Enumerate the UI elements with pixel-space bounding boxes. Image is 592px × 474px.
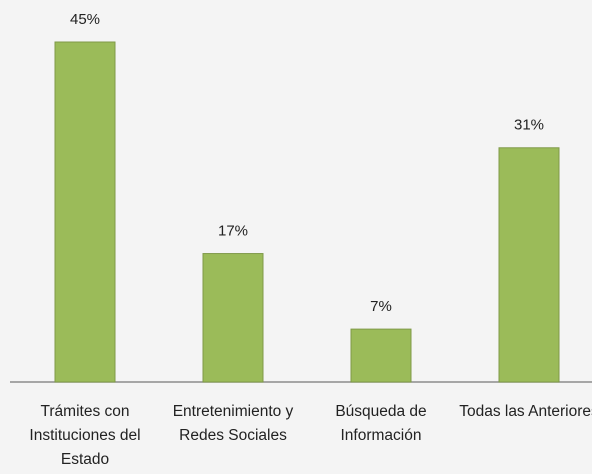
value-label: 31% [514,117,544,134]
category-label: Entretenimiento y Redes Sociales [172,403,294,444]
bar [202,253,264,383]
category-label: Trámites con Instituciones del Estado [29,403,141,468]
category-label: Todas las Anteriores [459,403,592,420]
value-label: 7% [370,298,392,315]
category-label: Búsqueda de Información [335,403,427,444]
bar [498,147,560,383]
bar [350,328,412,383]
bar [54,41,116,383]
value-label: 17% [218,223,248,240]
value-label: 45% [70,11,100,28]
